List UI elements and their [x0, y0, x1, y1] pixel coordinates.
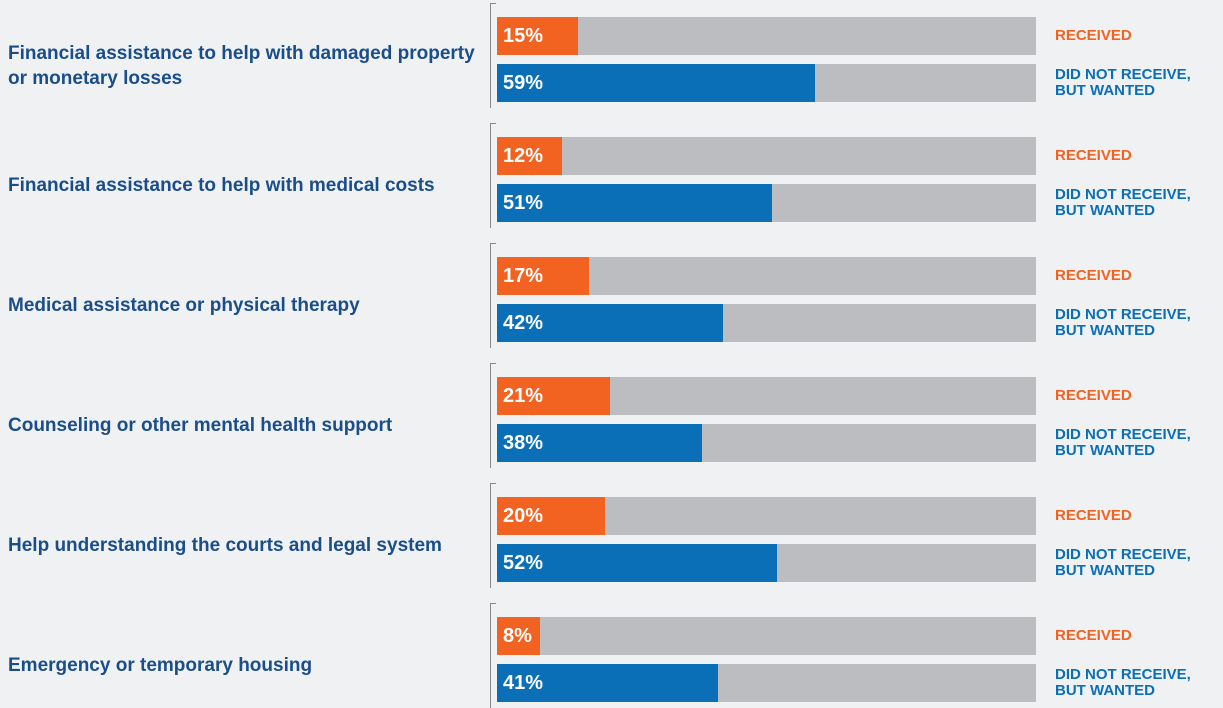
- series-label: RECEIVED: [1055, 27, 1132, 44]
- data-label: 15%: [503, 25, 544, 47]
- bar-track: [497, 617, 1036, 655]
- bracket: [490, 243, 496, 348]
- bracket: [490, 483, 496, 588]
- bar: [497, 64, 815, 102]
- data-label: 41%: [503, 672, 544, 694]
- series-label: DID NOT RECEIVE, BUT WANTED: [1055, 66, 1191, 99]
- bar: [497, 424, 702, 462]
- bracket: [490, 603, 496, 708]
- series-label: RECEIVED: [1055, 267, 1132, 284]
- series-label: DID NOT RECEIVE, BUT WANTED: [1055, 546, 1191, 579]
- bar: [497, 497, 605, 535]
- bar: [497, 304, 724, 342]
- data-label: 21%: [503, 385, 544, 407]
- data-label: 52%: [503, 552, 544, 574]
- bracket: [490, 3, 496, 108]
- data-label: 38%: [503, 432, 544, 454]
- data-label: 59%: [503, 72, 544, 94]
- data-label: 42%: [503, 312, 544, 334]
- bar: [497, 17, 578, 55]
- category-label: Financial assistance to help with medica…: [8, 175, 435, 196]
- series-label: DID NOT RECEIVE, BUT WANTED: [1055, 666, 1191, 699]
- bar: [497, 257, 589, 295]
- bar: [497, 617, 541, 655]
- category-label: Financial assistance to help with damage…: [8, 42, 475, 89]
- series-label: RECEIVED: [1055, 147, 1132, 164]
- series-label: RECEIVED: [1055, 507, 1132, 524]
- bar-track: [497, 137, 1036, 175]
- bar: [497, 544, 778, 582]
- data-label: 20%: [503, 505, 544, 527]
- series-label: RECEIVED: [1055, 627, 1132, 644]
- data-label: 8%: [503, 625, 532, 647]
- bar-track: [497, 17, 1036, 55]
- bracket: [490, 363, 496, 468]
- category-label: Emergency or temporary housing: [8, 655, 313, 676]
- category-label: Help understanding the courts and legal …: [8, 535, 442, 556]
- series-label: DID NOT RECEIVE, BUT WANTED: [1055, 306, 1191, 339]
- bar: [497, 137, 562, 175]
- category-label: Medical assistance or physical therapy: [8, 295, 360, 316]
- bar: [497, 664, 718, 702]
- series-label: DID NOT RECEIVE, BUT WANTED: [1055, 186, 1191, 219]
- bracket: [490, 123, 496, 228]
- bar: [497, 184, 772, 222]
- data-label: 12%: [503, 145, 544, 167]
- data-label: 51%: [503, 192, 544, 214]
- series-label: DID NOT RECEIVE, BUT WANTED: [1055, 426, 1191, 459]
- data-label: 17%: [503, 265, 544, 287]
- series-label: RECEIVED: [1055, 387, 1132, 404]
- bar: [497, 377, 611, 415]
- category-label: Counseling or other mental health suppor…: [8, 415, 393, 436]
